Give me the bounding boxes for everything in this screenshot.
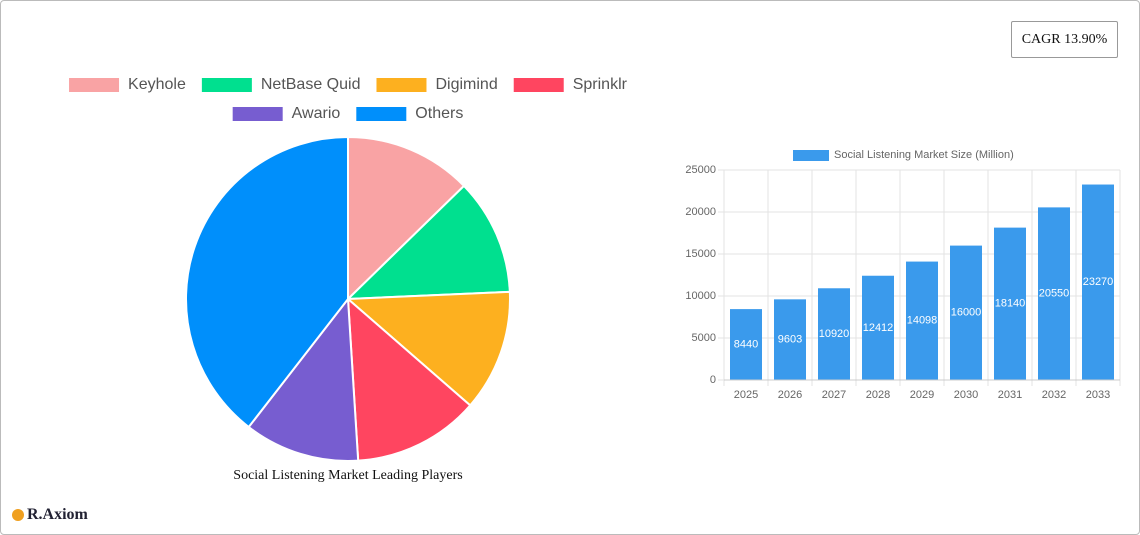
- pie-slice: [346, 296, 472, 462]
- bar: [730, 309, 762, 380]
- bar-value-label: 12412: [863, 322, 894, 334]
- legend-swatch: [69, 78, 120, 92]
- bar-value-label: 18140: [995, 298, 1026, 310]
- bar: [1038, 207, 1070, 380]
- legend-label: Others: [415, 105, 463, 122]
- pie-slice: [247, 296, 360, 462]
- bar-value-label: 23270: [1083, 276, 1114, 288]
- x-tick-label: 2027: [822, 389, 846, 401]
- bar-value-label: 16000: [951, 307, 982, 319]
- brand-logo: [12, 509, 24, 521]
- x-tick-label: 2031: [998, 389, 1022, 401]
- legend-swatch: [513, 78, 564, 92]
- bar: [862, 275, 894, 380]
- bar: [950, 245, 982, 380]
- legend-label: Digimind: [435, 76, 497, 93]
- pie-slice: [345, 290, 511, 407]
- legend-label: Awario: [292, 105, 341, 122]
- y-tick-label: 25000: [685, 164, 716, 176]
- x-tick-label: 2030: [954, 389, 978, 401]
- legend-label: Keyhole: [128, 76, 186, 93]
- legend-swatch: [793, 150, 829, 161]
- legend-label: Sprinklr: [573, 76, 628, 93]
- legend-swatch: [356, 107, 407, 121]
- x-tick-label: 2026: [778, 389, 802, 401]
- y-tick-label: 15000: [685, 248, 716, 260]
- bar: [774, 299, 806, 380]
- bar-value-label: 14098: [907, 315, 938, 327]
- bar-value-label: 20550: [1039, 288, 1070, 300]
- bar-value-label: 9603: [778, 334, 802, 346]
- bar-value-label: 10920: [819, 328, 850, 340]
- x-tick-label: 2032: [1042, 389, 1066, 401]
- y-tick-label: 0: [710, 374, 716, 386]
- bar: [906, 261, 938, 380]
- x-tick-label: 2029: [910, 389, 934, 401]
- legend-label: Social Listening Market Size (Million): [834, 149, 1014, 161]
- legend-label: NetBase Quid: [261, 76, 361, 93]
- pie-slice: [345, 184, 511, 301]
- y-tick-label: 5000: [692, 332, 716, 344]
- x-tick-label: 2025: [734, 389, 758, 401]
- bar: [994, 227, 1026, 380]
- x-tick-label: 2028: [866, 389, 890, 401]
- y-tick-label: 20000: [685, 206, 716, 218]
- brand-name: R.Axiom: [27, 506, 88, 523]
- y-tick-label: 10000: [685, 290, 716, 302]
- legend-swatch: [201, 78, 252, 92]
- x-tick-label: 2033: [1086, 389, 1110, 401]
- bar-value-label: 8440: [734, 338, 758, 350]
- pie-slice: [185, 135, 349, 429]
- brand: R.Axiom: [12, 506, 88, 524]
- legend-swatch: [376, 78, 427, 92]
- bar: [1082, 184, 1114, 380]
- bar: [818, 288, 850, 380]
- pie-title: Social Listening Market Leading Players: [233, 468, 462, 483]
- pie-slice: [347, 135, 466, 302]
- legend-swatch: [232, 107, 283, 121]
- cagr-badge: CAGR 13.90%: [1011, 21, 1118, 58]
